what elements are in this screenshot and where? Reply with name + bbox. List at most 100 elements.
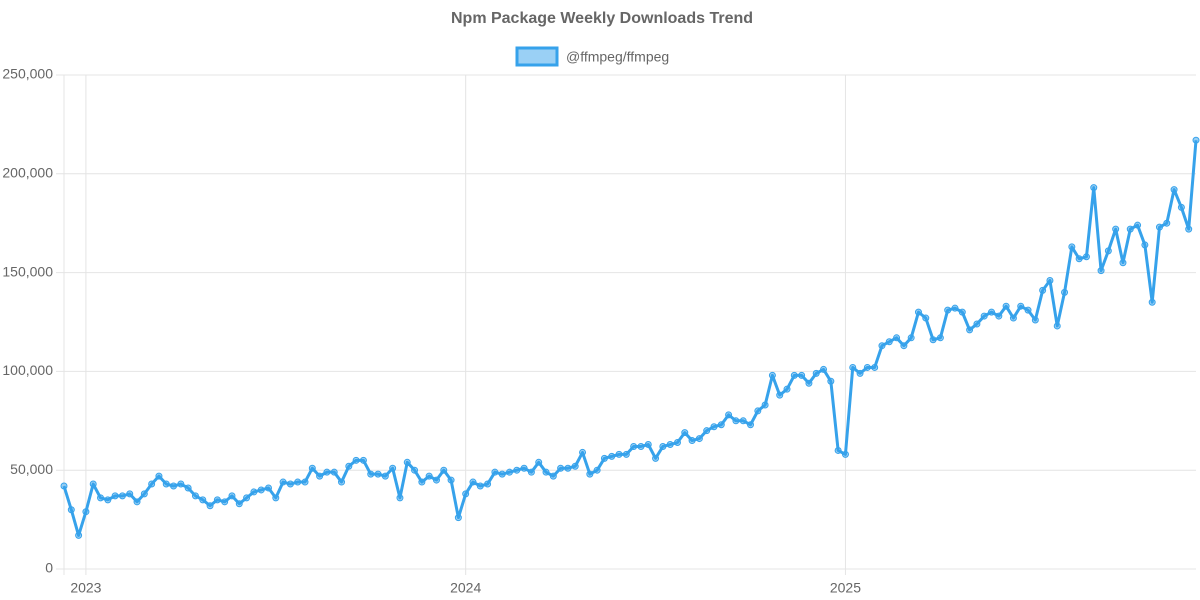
- data-point: [89, 480, 97, 488]
- data-point: [513, 466, 521, 474]
- data-point: [820, 365, 828, 373]
- data-point: [1192, 136, 1200, 144]
- data-point: [82, 508, 90, 516]
- data-point: [1017, 302, 1025, 310]
- data-point: [1119, 259, 1127, 267]
- data-point: [914, 308, 922, 316]
- data-point: [1148, 298, 1156, 306]
- data-point: [673, 439, 681, 447]
- data-point: [505, 468, 513, 476]
- data-point: [396, 494, 404, 502]
- data-point: [374, 470, 382, 478]
- data-point: [768, 371, 776, 379]
- data-point: [1126, 225, 1134, 233]
- data-point: [476, 482, 484, 490]
- data-point: [111, 492, 119, 500]
- data-point: [140, 490, 148, 498]
- data-point: [1082, 253, 1090, 261]
- data-point: [484, 480, 492, 488]
- data-point: [454, 514, 462, 522]
- data-point: [338, 478, 346, 486]
- data-point: [67, 506, 75, 514]
- data-point: [951, 304, 959, 312]
- data-point: [462, 490, 470, 498]
- x-tick-label: 2025: [830, 580, 861, 596]
- data-point: [491, 468, 499, 476]
- data-point: [995, 312, 1003, 320]
- data-point: [863, 363, 871, 371]
- x-tick-label: 2024: [450, 580, 481, 596]
- y-tick-label: 250,000: [2, 66, 53, 82]
- data-point: [301, 478, 309, 486]
- data-point: [885, 338, 893, 346]
- data-point: [1068, 243, 1076, 251]
- data-point: [681, 429, 689, 437]
- data-point: [1170, 186, 1178, 194]
- data-point: [688, 437, 696, 445]
- data-point: [790, 371, 798, 379]
- data-point: [600, 454, 608, 462]
- data-point: [243, 494, 251, 502]
- data-point: [1061, 288, 1069, 296]
- data-point: [228, 492, 236, 500]
- data-point: [812, 369, 820, 377]
- data-point: [250, 488, 258, 496]
- data-point: [1090, 184, 1098, 192]
- y-tick-label: 150,000: [2, 263, 53, 279]
- data-point: [352, 456, 360, 464]
- data-point: [199, 496, 207, 504]
- data-point: [644, 441, 652, 449]
- data-point: [1075, 255, 1083, 263]
- data-point: [1002, 302, 1010, 310]
- data-point: [1097, 267, 1105, 275]
- y-tick-label: 50,000: [10, 461, 53, 477]
- data-point: [980, 312, 988, 320]
- data-point: [264, 484, 272, 492]
- data-point: [60, 482, 68, 490]
- data-point: [834, 446, 842, 454]
- data-point: [1104, 247, 1112, 255]
- data-point: [1024, 306, 1032, 314]
- data-point: [557, 464, 565, 472]
- data-point: [126, 490, 134, 498]
- data-point: [703, 427, 711, 435]
- data-point: [841, 450, 849, 458]
- data-point: [1039, 286, 1047, 294]
- data-point: [294, 478, 302, 486]
- data-point: [389, 464, 397, 472]
- data-point: [206, 502, 214, 510]
- data-point: [761, 401, 769, 409]
- data-point: [411, 466, 419, 474]
- data-point: [973, 320, 981, 328]
- data-point: [75, 531, 83, 539]
- legend-label: @ffmpeg/ffmpeg: [566, 49, 669, 65]
- legend-swatch: [515, 46, 559, 67]
- data-point: [929, 336, 937, 344]
- data-point: [148, 480, 156, 488]
- data-point: [608, 452, 616, 460]
- data-point: [440, 466, 448, 474]
- y-tick-label: 200,000: [2, 165, 53, 181]
- data-point: [1163, 219, 1171, 227]
- data-point: [966, 326, 974, 334]
- data-point: [257, 486, 265, 494]
- data-point: [593, 466, 601, 474]
- data-point: [922, 314, 930, 322]
- data-point: [286, 480, 294, 488]
- data-point: [907, 334, 915, 342]
- data-point: [162, 480, 170, 488]
- data-point: [717, 421, 725, 429]
- data-point: [936, 334, 944, 342]
- data-point: [469, 478, 477, 486]
- y-tick-label: 100,000: [2, 362, 53, 378]
- data-point: [133, 498, 141, 506]
- data-point: [549, 472, 557, 480]
- data-point: [542, 468, 550, 476]
- data-point: [944, 306, 952, 314]
- data-point: [323, 468, 331, 476]
- data-point: [1009, 314, 1017, 322]
- chart-title: Npm Package Weekly Downloads Trend: [451, 10, 753, 27]
- data-point: [776, 391, 784, 399]
- data-point: [177, 480, 185, 488]
